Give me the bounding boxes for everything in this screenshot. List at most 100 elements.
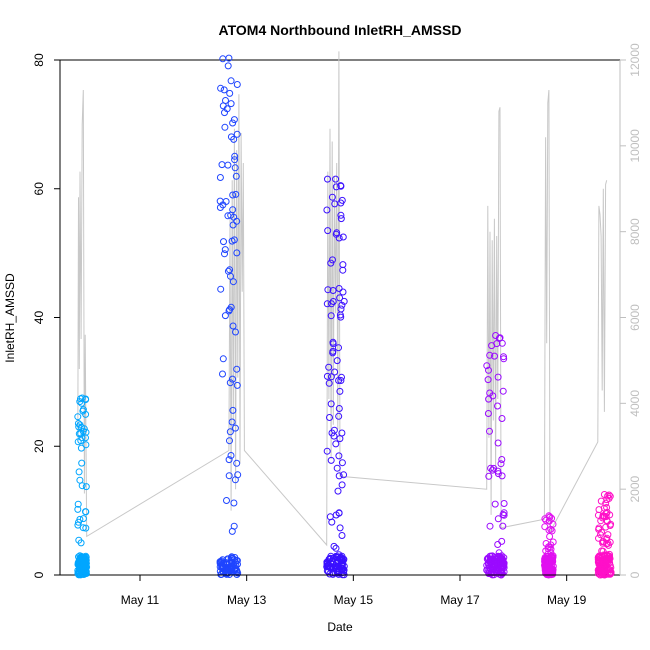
data-point xyxy=(82,559,90,567)
data-point xyxy=(335,452,343,460)
data-point xyxy=(498,552,506,560)
data-point xyxy=(338,429,346,437)
data-point xyxy=(485,366,492,374)
data-point xyxy=(546,533,554,540)
data-point xyxy=(486,522,494,530)
data-point xyxy=(494,402,501,410)
data-point xyxy=(232,190,240,198)
x-tick-label: May 19 xyxy=(547,593,587,607)
data-point xyxy=(77,565,85,573)
data-point xyxy=(337,215,345,223)
data-point xyxy=(333,229,341,237)
data-point xyxy=(221,312,229,320)
data-point xyxy=(232,328,239,336)
data-point xyxy=(541,523,549,531)
gray-line-series xyxy=(77,51,608,547)
data-point xyxy=(327,312,335,320)
data-point xyxy=(338,373,345,381)
data-point xyxy=(604,531,612,539)
data-point xyxy=(230,499,238,507)
data-point xyxy=(338,481,346,489)
data-point xyxy=(327,259,335,267)
data-point xyxy=(496,567,504,575)
data-point xyxy=(337,313,345,321)
data-point xyxy=(336,524,344,532)
data-point xyxy=(499,556,507,564)
data-point-peak xyxy=(225,54,233,62)
data-point xyxy=(606,552,614,560)
data-point xyxy=(339,565,347,573)
data-point xyxy=(541,558,549,565)
data-point xyxy=(328,193,336,201)
data-point xyxy=(226,266,234,274)
data-point xyxy=(233,249,241,257)
data-point xyxy=(80,570,87,578)
data-point xyxy=(494,373,502,381)
data-point xyxy=(340,471,348,479)
data-point xyxy=(331,562,339,570)
data-point xyxy=(323,206,331,214)
data-point xyxy=(600,538,607,545)
data-point xyxy=(494,439,502,447)
data-point xyxy=(494,541,502,548)
data-point xyxy=(82,441,90,449)
data-point xyxy=(233,459,241,467)
data-point xyxy=(339,261,347,269)
data-point xyxy=(76,421,84,429)
data-point xyxy=(79,406,87,414)
data-point xyxy=(226,437,233,445)
data-point xyxy=(335,569,342,577)
data-point xyxy=(227,77,235,85)
data-point xyxy=(599,514,606,522)
data-point xyxy=(218,161,226,169)
data-point xyxy=(75,536,83,544)
data-point xyxy=(328,300,335,308)
data-point xyxy=(228,237,236,245)
data-point xyxy=(606,570,614,578)
y2-tick-label: 2000 xyxy=(628,475,642,502)
data-point xyxy=(491,500,499,508)
data-point xyxy=(74,500,82,508)
data-point xyxy=(339,266,347,274)
data-point xyxy=(229,406,237,414)
data-point xyxy=(496,334,504,342)
data-point xyxy=(78,399,86,407)
data-point xyxy=(327,456,335,464)
data-point xyxy=(225,472,233,480)
y2-tick-label: 12000 xyxy=(628,43,642,77)
data-point xyxy=(485,569,493,577)
data-point xyxy=(340,566,348,574)
data-point xyxy=(219,102,227,110)
data-point xyxy=(329,349,337,357)
data-point xyxy=(217,285,225,293)
data-point xyxy=(74,505,82,513)
data-point xyxy=(335,285,343,292)
data-point xyxy=(337,199,345,207)
data-point xyxy=(79,515,87,523)
data-point xyxy=(604,492,612,500)
data-point xyxy=(222,198,230,205)
data-point xyxy=(338,459,346,467)
data-point xyxy=(216,558,224,566)
data-point xyxy=(545,559,553,567)
y2-tick-label: 0 xyxy=(628,571,642,578)
data-point xyxy=(330,542,338,550)
data-point xyxy=(338,301,346,309)
data-point-peak xyxy=(332,175,340,183)
data-point xyxy=(487,464,495,472)
data-point xyxy=(229,375,236,383)
data-point xyxy=(226,89,234,97)
data-point xyxy=(75,430,83,438)
data-point xyxy=(224,62,232,70)
data-point xyxy=(597,497,605,505)
data-point xyxy=(602,523,610,531)
data-point xyxy=(231,554,239,561)
data-point xyxy=(225,456,233,464)
data-point xyxy=(333,357,341,365)
data-point xyxy=(329,338,337,346)
data-point xyxy=(231,424,239,432)
data-point xyxy=(602,499,610,507)
data-point xyxy=(485,472,493,480)
data-point xyxy=(335,344,342,352)
data-point xyxy=(323,372,331,380)
